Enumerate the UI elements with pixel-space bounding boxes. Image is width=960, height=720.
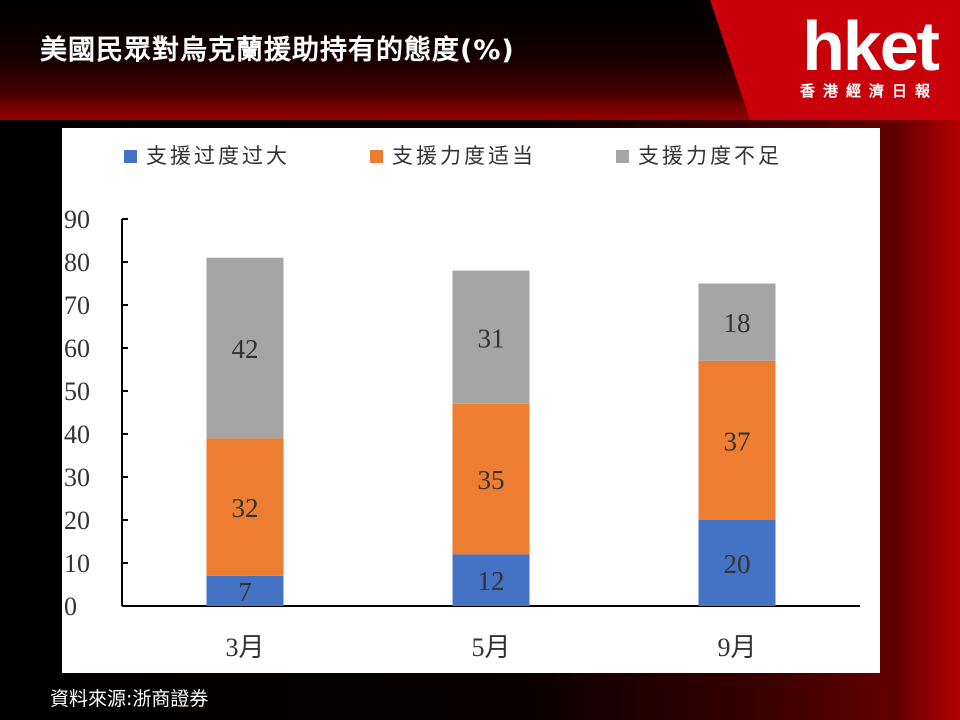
legend-label-0: 支援过度过大 — [146, 144, 290, 168]
bar-2-1 — [698, 360, 776, 520]
logo-subtitle: 香港經濟日報 — [799, 82, 938, 100]
data-label-0-0: 7 — [238, 577, 252, 607]
page-title: 美國民眾對烏克蘭援助持有的態度(%) — [40, 35, 515, 66]
data-label-2-2: 18 — [724, 308, 751, 338]
bar-2-0 — [698, 520, 776, 606]
y-tick-label-0: 0 — [64, 592, 77, 621]
source-note: 資料來源:浙商證券 — [50, 688, 209, 710]
legend-label-1: 支援力度适当 — [392, 144, 536, 168]
bar-1-0 — [452, 554, 530, 606]
bar-0-1 — [206, 438, 284, 576]
bar-2-2 — [698, 283, 776, 361]
y-tick-label-1: 10 — [64, 549, 90, 578]
y-tick-label-9: 90 — [64, 205, 90, 234]
y-tick-label-4: 40 — [64, 420, 90, 449]
data-label-1-2: 31 — [478, 323, 505, 353]
legend-label-2: 支援力度不足 — [638, 144, 782, 168]
stacked-bar-chart: 支援过度过大 支援力度适当 支援力度不足 0 10 20 30 40 50 60 70 80 90 7 32… — [64, 144, 860, 662]
side-stripe — [890, 120, 960, 720]
data-label-0-2: 42 — [232, 334, 259, 364]
y-tick-label-5: 50 — [64, 377, 90, 406]
x-tick-label-1: 5月 — [471, 633, 510, 662]
data-label-1-0: 12 — [478, 566, 505, 596]
data-label-0-1: 32 — [232, 493, 259, 523]
bar-1-2 — [452, 270, 530, 404]
y-tick-label-2: 20 — [64, 506, 90, 535]
legend-swatch-1 — [370, 150, 383, 163]
x-tick-label-2: 9月 — [717, 633, 756, 662]
y-tick-label-6: 60 — [64, 334, 90, 363]
bar-0-0 — [206, 575, 284, 606]
data-label-1-1: 35 — [478, 465, 505, 495]
y-tick-label-8: 80 — [64, 248, 90, 277]
logo-name: hket — [802, 7, 940, 85]
bar-0-2 — [206, 257, 284, 439]
bar-1-1 — [452, 403, 530, 555]
data-label-2-0: 20 — [724, 549, 751, 579]
legend-swatch-2 — [616, 150, 629, 163]
logo: hket 香港經濟日報 — [710, 0, 960, 120]
data-label-2-1: 37 — [724, 426, 751, 456]
y-tick-label-3: 30 — [64, 463, 90, 492]
x-tick-label-0: 3月 — [225, 633, 264, 662]
y-tick-label-7: 70 — [64, 291, 90, 320]
chart-panel: 支援过度过大 支援力度适当 支援力度不足 0 10 20 30 40 50 60 70 80 90 7 32… — [62, 128, 880, 673]
legend-swatch-0 — [124, 150, 137, 163]
